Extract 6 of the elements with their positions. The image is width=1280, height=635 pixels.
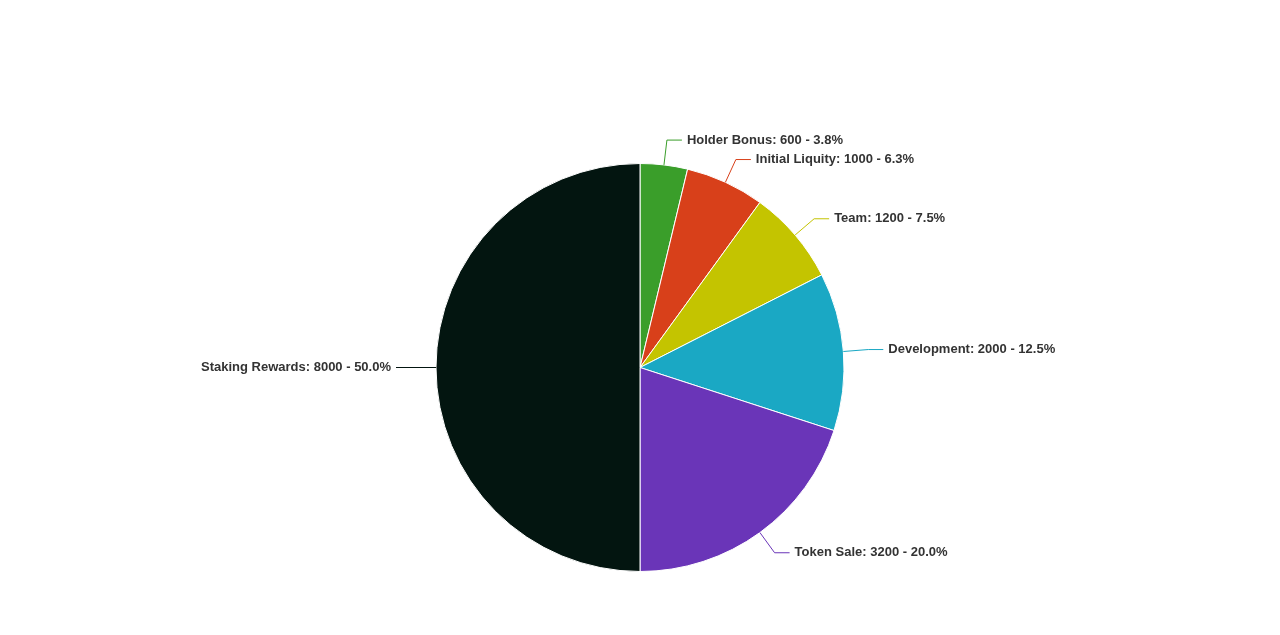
slice-label: Development: 2000 - 12.5% [888,341,1056,357]
slice-label: Holder Bonus: 600 - 3.8% [686,131,844,147]
slice-label: Team: 1200 - 7.5% [834,210,946,226]
slice-label: Staking Rewards: 8000 - 50.0% [200,359,392,375]
slice-label: Token Sale: 3200 - 20.0% [794,544,948,560]
slice-label: Initial Liquity: 1000 - 6.3% [755,151,915,167]
